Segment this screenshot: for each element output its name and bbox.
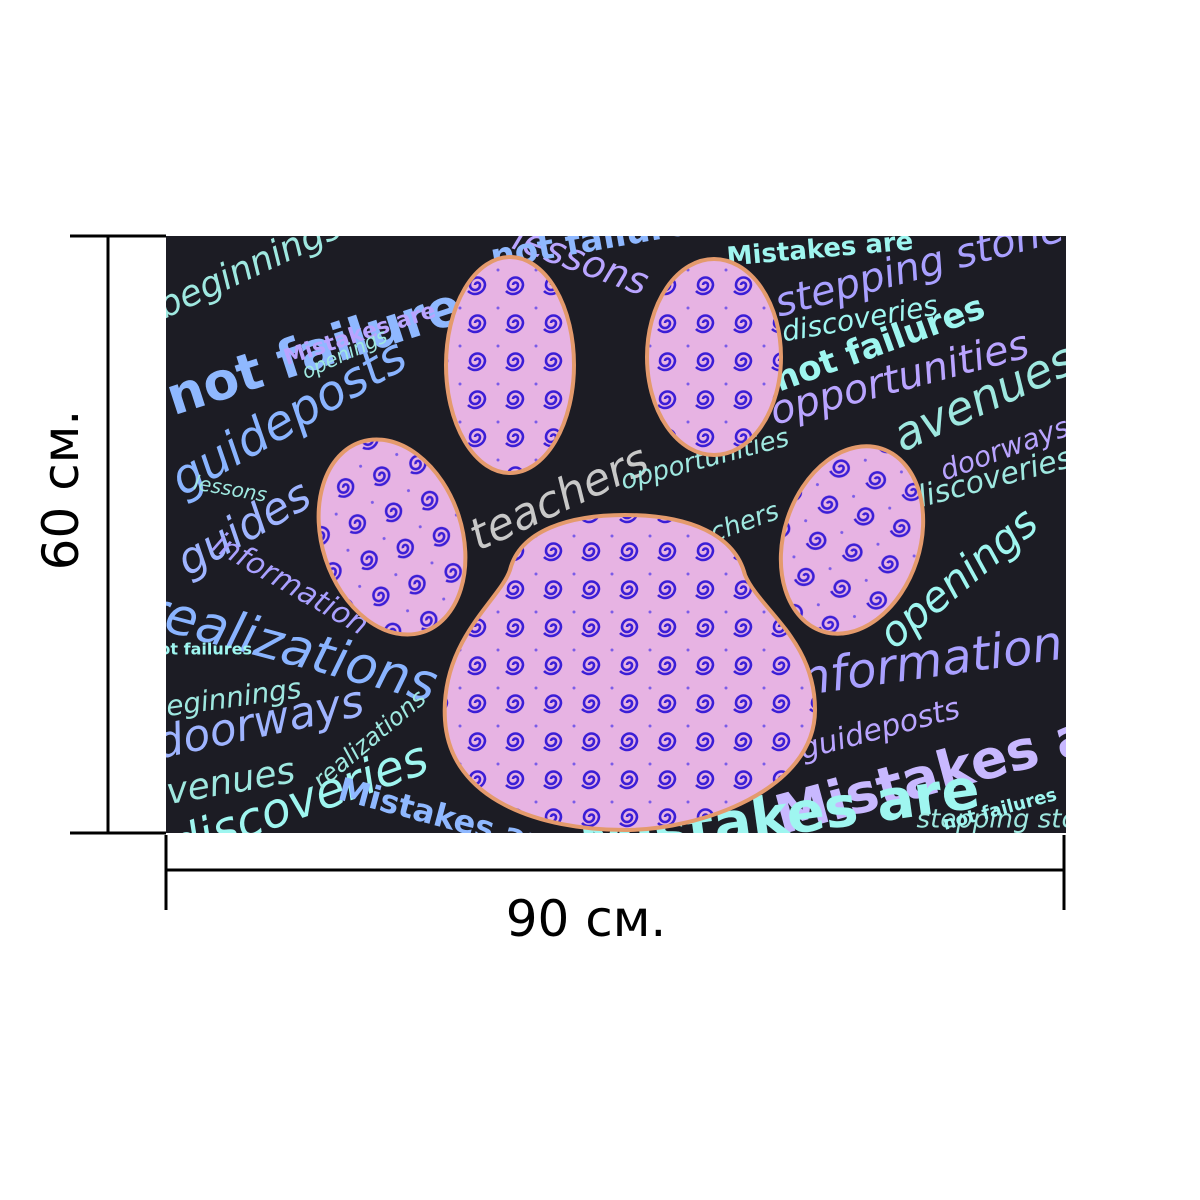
height-label: 60 см. bbox=[32, 410, 90, 571]
cloud-word: stepping stones bbox=[917, 805, 1124, 835]
main-pad bbox=[442, 512, 818, 833]
dimension-lines bbox=[70, 234, 1066, 910]
width-label: 90 см. bbox=[506, 890, 667, 948]
paw bbox=[316, 255, 926, 833]
toe-pad bbox=[778, 444, 926, 636]
toe-pad bbox=[645, 257, 783, 457]
toe-pad bbox=[316, 437, 468, 637]
toe-pad bbox=[444, 255, 576, 475]
cloud-word: not failures bbox=[148, 640, 252, 659]
